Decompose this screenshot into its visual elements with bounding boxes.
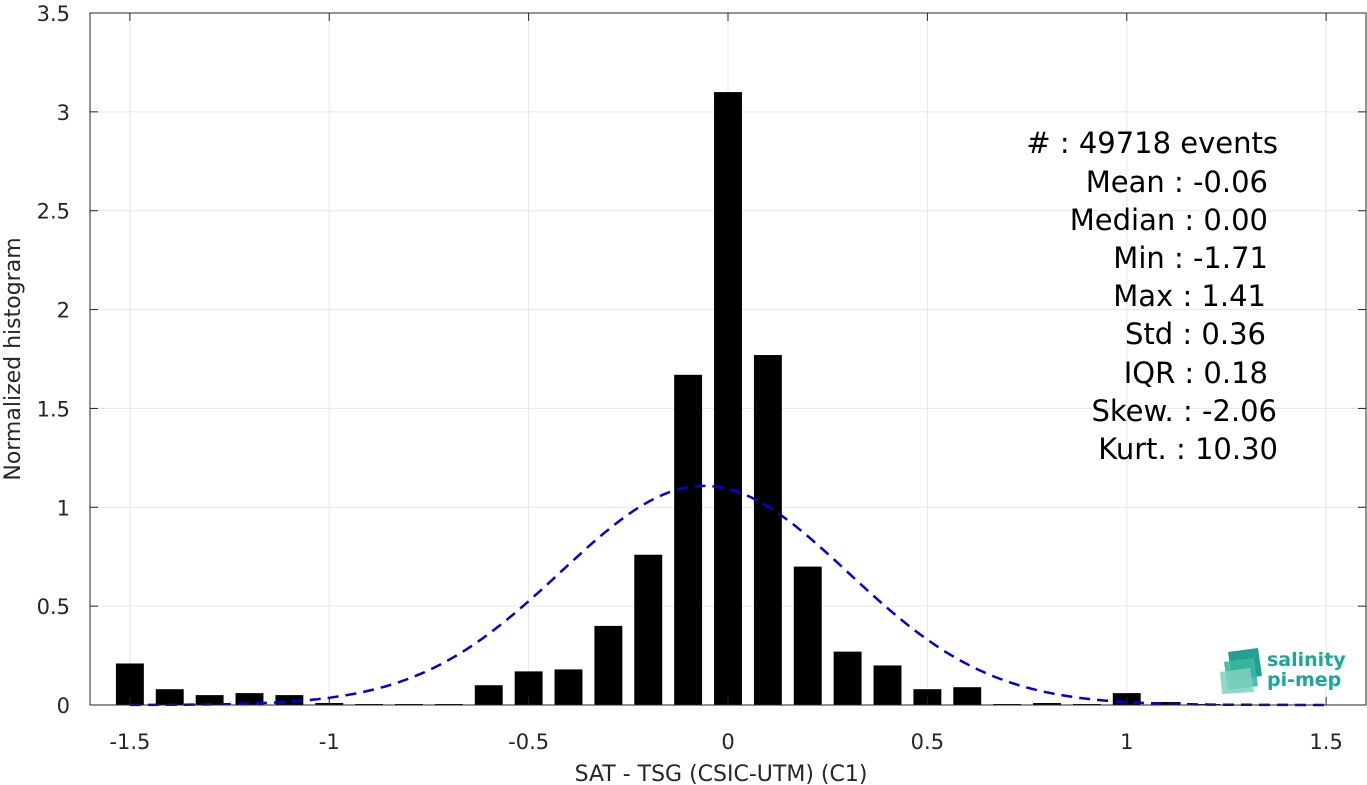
x-tick-label: -0.5 bbox=[508, 730, 549, 754]
x-tick-label: 0.5 bbox=[911, 730, 944, 754]
x-tick-label: -1.5 bbox=[109, 730, 150, 754]
histogram-bar bbox=[155, 689, 184, 705]
x-tick-label: 0 bbox=[721, 730, 734, 754]
histogram-bar bbox=[474, 685, 503, 705]
stats-box: # : 49718 events Mean : -0.06 Median : 0… bbox=[1026, 126, 1278, 466]
histogram-bar bbox=[554, 669, 583, 705]
histogram-bar bbox=[753, 355, 782, 705]
histogram-bar bbox=[594, 625, 623, 705]
y-tick-label: 1.5 bbox=[37, 397, 70, 421]
x-axis-title: SAT - TSG (CSIC-UTM) (C1) bbox=[575, 762, 868, 785]
histogram-bar bbox=[275, 695, 304, 705]
y-tick-labels: 0 0.5 1 1.5 2 2.5 3 3.5 bbox=[37, 2, 70, 718]
histogram-bar bbox=[1152, 702, 1181, 705]
histogram-bar bbox=[195, 695, 224, 705]
stat-std: Std : 0.36 bbox=[1125, 317, 1266, 351]
y-tick-label: 2.5 bbox=[37, 200, 70, 224]
logo-line1: salinity bbox=[1267, 649, 1346, 671]
waves-icon bbox=[1220, 648, 1262, 694]
histogram-bar bbox=[714, 92, 742, 706]
stat-iqr: IQR : 0.18 bbox=[1124, 356, 1268, 390]
stat-events: # : 49718 events bbox=[1026, 126, 1278, 160]
x-tick-label: 1.5 bbox=[1309, 730, 1342, 754]
y-axis-title: Normalized histogram bbox=[1, 237, 26, 480]
x-tick-labels: -1.5 -1 -0.5 0 0.5 1 1.5 bbox=[109, 730, 1342, 754]
x-tick-label: 1 bbox=[1120, 730, 1133, 754]
x-tick-label: -1 bbox=[319, 730, 340, 754]
stat-kurt: Kurt. : 10.30 bbox=[1098, 432, 1278, 466]
histogram-bars bbox=[115, 92, 1221, 706]
histogram-bar bbox=[674, 374, 703, 705]
salinity-pimep-logo: salinity pi-mep bbox=[1220, 648, 1346, 694]
y-tick-label: 3 bbox=[57, 101, 70, 125]
y-tick-label: 0 bbox=[57, 694, 70, 718]
stat-min: Min : -1.71 bbox=[1113, 241, 1268, 275]
histogram-bar bbox=[235, 693, 264, 705]
y-tick-label: 3.5 bbox=[37, 2, 70, 26]
histogram-bar bbox=[634, 554, 663, 705]
axis-ticks bbox=[90, 12, 1366, 706]
histogram-bar bbox=[793, 566, 822, 705]
logo-line2: pi-mep bbox=[1267, 669, 1341, 691]
y-tick-label: 2 bbox=[57, 299, 70, 323]
stat-mean: Mean : -0.06 bbox=[1086, 165, 1268, 199]
histogram-bar bbox=[953, 687, 982, 705]
histogram-bar bbox=[873, 665, 902, 705]
y-tick-label: 1 bbox=[57, 496, 70, 520]
stat-skew: Skew. : -2.06 bbox=[1091, 394, 1277, 428]
y-tick-label: 0.5 bbox=[37, 595, 70, 619]
histogram-bar bbox=[1033, 703, 1061, 705]
stat-median: Median : 0.00 bbox=[1070, 203, 1268, 237]
stat-max: Max : 1.41 bbox=[1113, 279, 1266, 313]
histogram-bar bbox=[833, 651, 862, 705]
